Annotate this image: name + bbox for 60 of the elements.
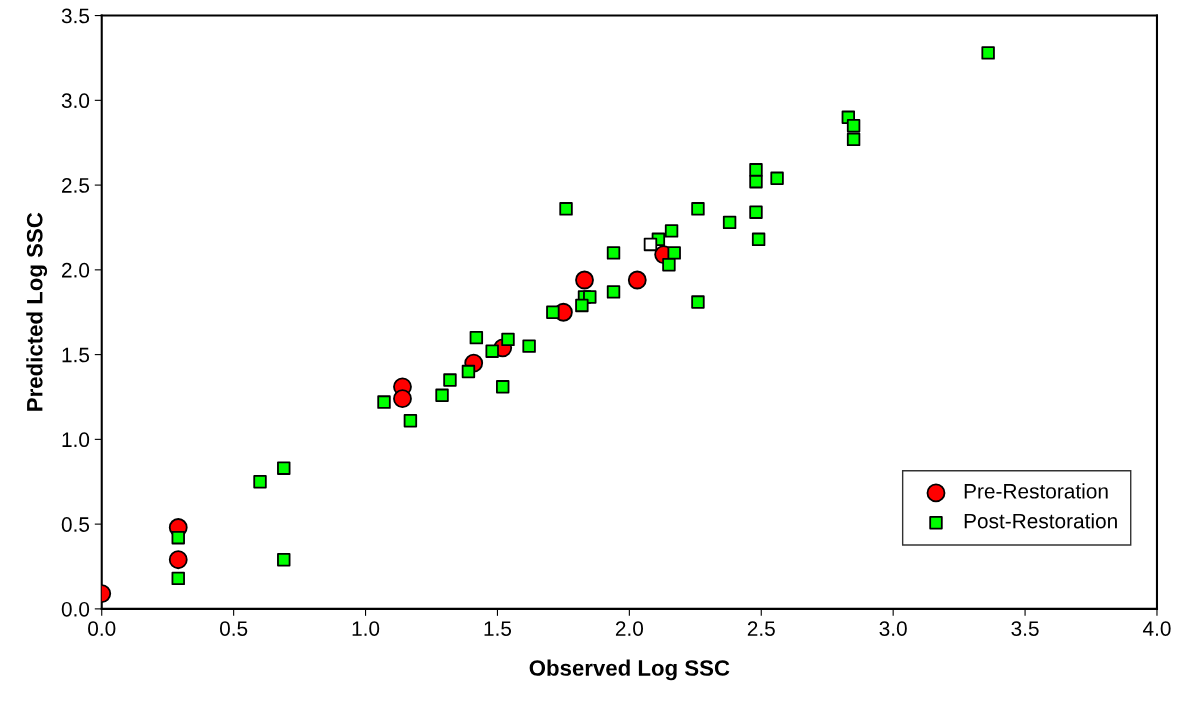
point [751,232,766,247]
point [435,388,449,403]
point [749,205,763,219]
point [171,571,185,586]
legend-label: Post-Restoration [964,513,1117,529]
y-tick-label: 3.0 [61,93,90,109]
point [403,414,418,428]
y-tick-label: 2.0 [62,262,90,278]
point [643,237,658,252]
y-tick-label: 3.5 [61,8,90,24]
point [749,174,763,189]
point [393,389,412,409]
x-tick-label: 2.0 [615,621,644,636]
y-tick-label: 0.5 [61,517,90,532]
x-axis-title: Observed Log SSC [529,659,730,681]
point [485,344,499,358]
point [546,305,560,319]
point [667,246,681,260]
x-tick-label: 2.5 [747,621,775,636]
y-tick-label: 1.5 [62,347,90,363]
point [522,339,536,353]
point [277,461,291,475]
point [469,330,484,345]
x-tick-label: 0.0 [88,621,116,636]
point [501,332,515,347]
point [606,285,621,299]
point [691,295,705,309]
point [662,258,676,272]
point [461,364,476,379]
y-tick-label: 0.0 [61,601,90,617]
point [691,202,705,216]
point [377,395,391,409]
x-tick-label: 1.5 [484,621,512,636]
x-tick-label: 3.0 [879,621,907,636]
point [277,553,291,567]
point [627,270,647,290]
x-tick-label: 1.0 [352,621,380,636]
x-tick-label: 3.5 [1011,621,1039,636]
x-tick-label: 0.5 [219,621,248,636]
x-tick-label: 4.0 [1142,621,1171,636]
point [168,550,188,570]
legend-label: Pre-Restoration [964,483,1108,499]
point [770,171,784,186]
point [846,132,861,147]
point [575,270,594,290]
point [559,202,573,216]
y-tick-label: 2.5 [62,178,90,193]
point [443,373,457,387]
point [846,119,861,133]
point [722,215,737,230]
point [606,246,621,260]
point [253,475,267,489]
point [496,380,510,394]
y-tick-label: 1.0 [62,432,90,448]
y-axis-title: Predicted Log SSC [26,212,48,411]
point [749,163,763,177]
point [664,224,679,238]
point [171,530,185,545]
point [981,46,995,60]
point [575,298,589,313]
